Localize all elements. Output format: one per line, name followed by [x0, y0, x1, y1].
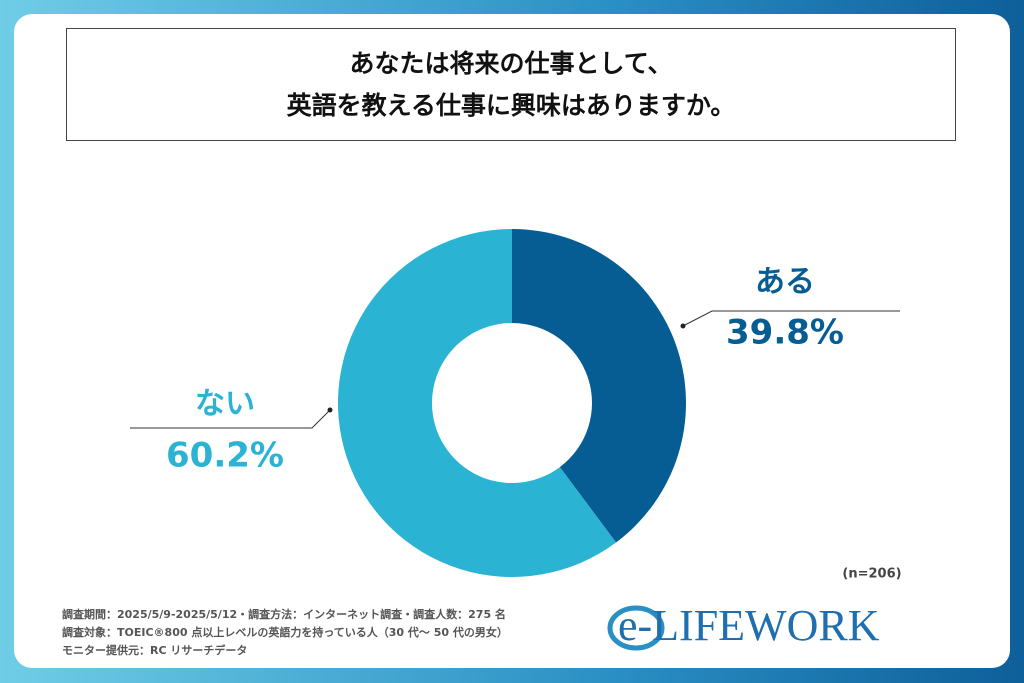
logo: e-LIFEWORK: [607, 601, 880, 651]
leader-dot: [327, 407, 333, 413]
logo-text: e-LIFEWORK: [618, 601, 880, 650]
leader-line: [130, 409, 331, 429]
value-label: 39.8%: [726, 313, 844, 353]
footer-line: 調査期間：2025/5/9-2025/5/12・調査方法：インターネット調査・調…: [62, 607, 506, 621]
donut-slice: [512, 229, 687, 543]
footer-line: 調査対象：TOEIC®800 点以上レベルの英語力を持っている人（30 代～ 5…: [62, 625, 508, 639]
leader-dot: [680, 323, 686, 329]
leader-line: [682, 310, 900, 327]
donut-slice: [337, 229, 617, 577]
footer-line: モニター提供元：RC リサーチデータ: [62, 643, 247, 657]
category-label: ない: [195, 387, 255, 422]
chart-title: あなたは将来の仕事として、 英語を教える仕事に興味はありますか。: [66, 28, 956, 141]
value-label: 60.2%: [166, 436, 284, 476]
sample-note: (n=206): [842, 567, 901, 582]
logo-icon: [607, 605, 665, 651]
category-label: ある: [755, 265, 815, 300]
